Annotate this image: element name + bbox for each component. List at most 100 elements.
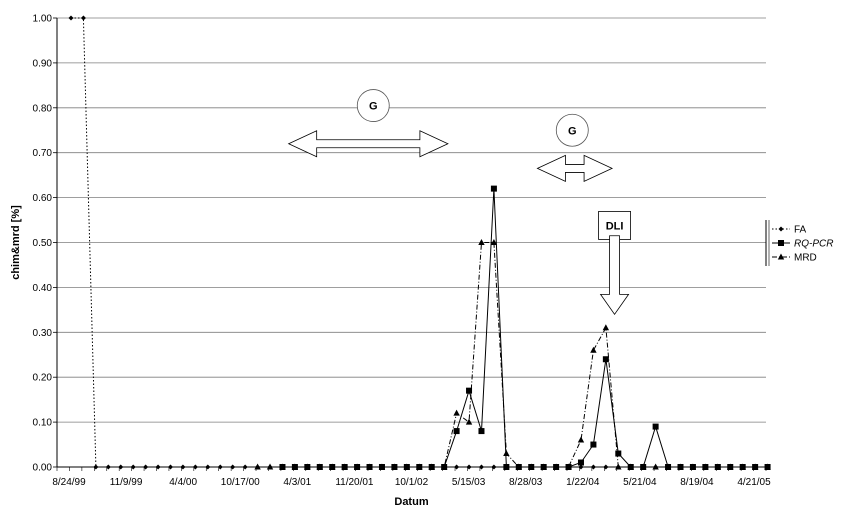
diamond-marker xyxy=(192,464,198,470)
double-arrow xyxy=(536,154,614,183)
legend-entry-fa: FA xyxy=(772,225,807,236)
y-tick-label: 0.10 xyxy=(33,418,53,429)
diamond-marker xyxy=(727,464,733,470)
diamond-marker xyxy=(143,464,149,470)
x-axis-title: Datum xyxy=(394,496,428,508)
diamond-marker xyxy=(391,464,397,470)
triangle-marker xyxy=(465,418,473,425)
diamond-marker xyxy=(68,15,74,21)
y-tick-label: 0.30 xyxy=(33,328,53,339)
x-tick-label: 8/28/03 xyxy=(509,477,543,488)
diamond-marker xyxy=(778,226,784,232)
diamond-marker xyxy=(653,464,659,470)
diamond-marker xyxy=(379,464,385,470)
diamond-marker xyxy=(429,464,435,470)
diamond-marker xyxy=(740,464,746,470)
annotation-box xyxy=(598,211,631,240)
diamond-marker xyxy=(317,464,323,470)
diamond-marker xyxy=(118,464,124,470)
annotation-label: DLI xyxy=(606,220,624,232)
diamond-marker xyxy=(180,464,186,470)
legend-label: MRD xyxy=(794,253,817,264)
y-tick-label: 0.50 xyxy=(33,238,53,249)
triangle-marker xyxy=(490,239,498,245)
x-tick-label: 4/3/01 xyxy=(283,477,311,488)
x-axis-ticks: 8/24/99 11/9/99 4/4/00 10/17/00 4/3/01 11/20/… xyxy=(52,467,771,488)
triangle-marker xyxy=(478,239,485,245)
y-tick-label: 1.00 xyxy=(33,14,53,25)
diamond-marker xyxy=(466,464,472,470)
legend-label: RQ-PCR xyxy=(794,239,833,250)
annotation-label: G xyxy=(568,125,577,137)
diamond-marker xyxy=(217,464,223,470)
diamond-marker xyxy=(205,464,211,470)
square-marker xyxy=(453,428,460,435)
x-tick-label: 4/21/05 xyxy=(737,477,771,488)
square-marker xyxy=(652,423,659,430)
diamond-marker xyxy=(528,464,534,470)
diamond-marker xyxy=(367,464,373,470)
diamond-marker xyxy=(342,464,348,470)
diamond-marker xyxy=(80,15,86,21)
x-tick-label: 10/1/02 xyxy=(395,477,429,488)
diamond-marker xyxy=(553,464,559,470)
diamond-marker xyxy=(715,464,721,470)
square-marker xyxy=(615,450,622,457)
diamond-marker xyxy=(478,464,484,470)
y-tick-label: 0.80 xyxy=(33,103,53,114)
y-tick-label: 0.90 xyxy=(33,58,53,69)
annotation-circle xyxy=(356,89,390,122)
x-tick-label: 5/21/04 xyxy=(623,477,657,488)
diamond-marker xyxy=(665,464,671,470)
y-tick-label: 0.00 xyxy=(33,463,53,474)
x-tick-label: 8/19/04 xyxy=(680,477,714,488)
diamond-marker xyxy=(279,464,285,470)
series-line xyxy=(257,242,768,468)
diamond-marker xyxy=(516,464,522,470)
diamond-marker xyxy=(93,464,99,470)
series xyxy=(68,15,771,470)
x-tick-label: 10/17/00 xyxy=(221,477,260,488)
diamond-marker xyxy=(765,464,771,470)
series-fa xyxy=(68,15,771,470)
double-arrow xyxy=(287,130,449,158)
diamond-marker xyxy=(566,464,572,470)
diamond-marker xyxy=(752,464,758,470)
diamond-marker xyxy=(454,464,460,470)
annotations: G G DLI xyxy=(287,89,631,316)
diamond-marker xyxy=(690,464,696,470)
diamond-marker xyxy=(416,464,422,470)
down-arrow xyxy=(599,235,630,316)
diamond-marker xyxy=(441,464,447,470)
diamond-marker xyxy=(267,464,273,470)
diamond-marker xyxy=(491,464,497,470)
diamond-marker xyxy=(404,464,410,470)
diamond-marker xyxy=(329,464,335,470)
triangle-marker xyxy=(577,436,585,443)
diamond-marker xyxy=(292,464,298,470)
square-marker xyxy=(590,441,597,448)
series-rq-pcr xyxy=(279,185,771,470)
legend-entry-rq-pcr: RQ-PCR xyxy=(772,239,833,250)
diamond-marker xyxy=(130,464,136,470)
x-tick-label: 11/9/99 xyxy=(110,477,143,488)
triangle-marker xyxy=(503,450,510,457)
square-marker xyxy=(778,240,784,246)
diamond-marker xyxy=(242,464,248,470)
legend: FA RQ-PCR MRD xyxy=(765,220,833,266)
triangle-marker xyxy=(590,346,597,353)
diamond-marker xyxy=(503,464,509,470)
diamond-marker xyxy=(590,464,596,470)
y-axis-title: chim&mrd [%] xyxy=(10,205,22,280)
annotation-circle xyxy=(555,113,589,147)
diamond-marker xyxy=(578,464,584,470)
diamond-marker xyxy=(677,464,683,470)
annotation-label: G xyxy=(369,101,378,113)
legend-entry-mrd: MRD xyxy=(772,253,817,264)
x-tick-label: 11/20/01 xyxy=(335,477,374,488)
y-tick-label: 0.20 xyxy=(33,373,53,384)
triangle-marker xyxy=(777,253,785,260)
square-marker xyxy=(466,387,473,394)
diamond-marker xyxy=(230,464,236,470)
diamond-marker xyxy=(628,464,634,470)
